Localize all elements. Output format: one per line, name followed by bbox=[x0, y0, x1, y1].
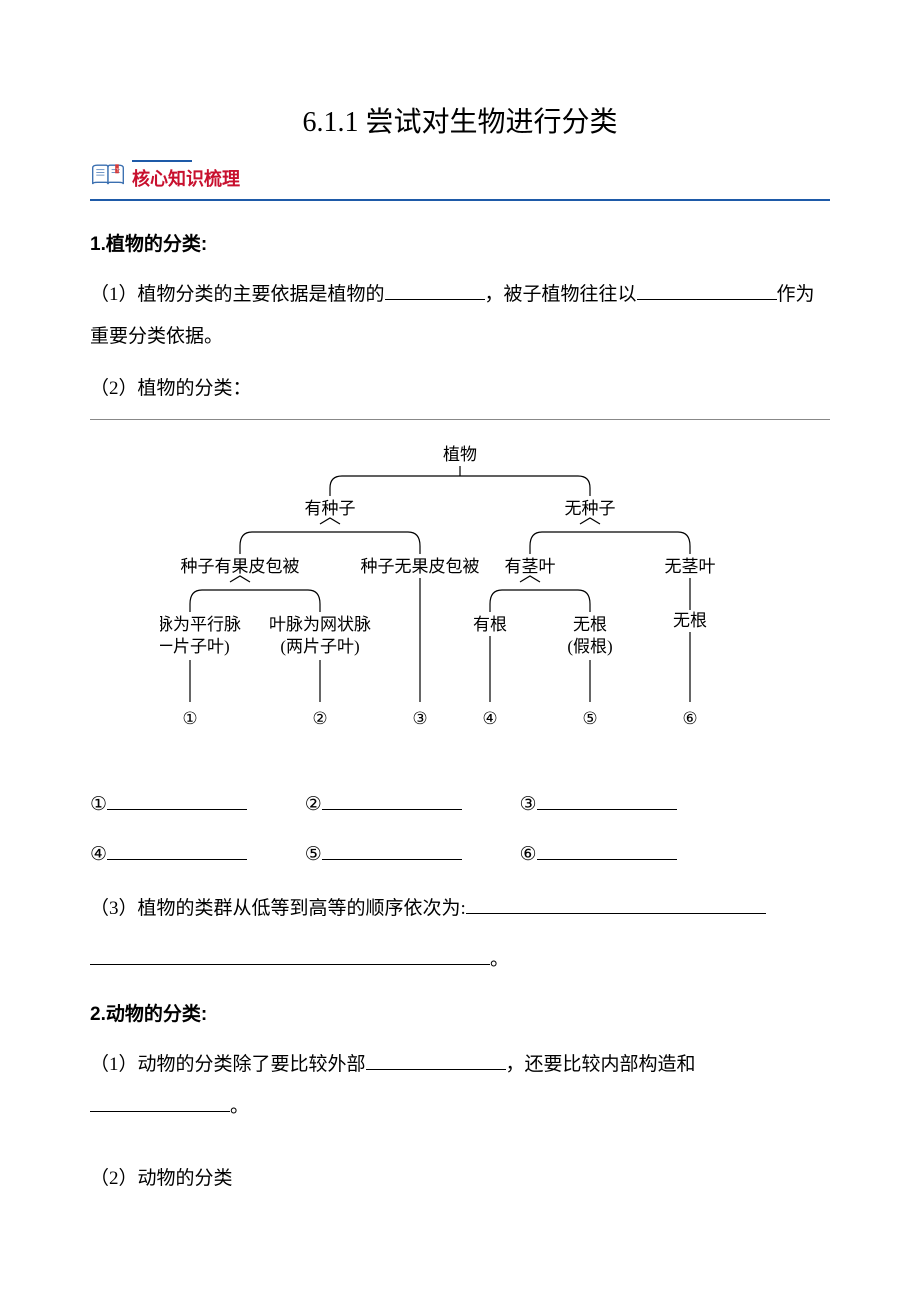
ans-1: ① bbox=[90, 782, 107, 828]
d-l3a: 叶脉为平行脉 bbox=[160, 615, 241, 634]
s2-p2: （2）动物的分类 bbox=[90, 1158, 830, 1200]
plant-diagram: .dt { font-family: "SimSun", serif; font… bbox=[90, 419, 830, 762]
plant-tree-svg: .dt { font-family: "SimSun", serif; font… bbox=[160, 442, 760, 762]
d-n2: ② bbox=[312, 709, 327, 728]
s1-p2: （2）植物的分类： bbox=[90, 368, 830, 410]
d-l2b: 种子无果皮包被 bbox=[361, 557, 480, 576]
s1-p1-a: （1）植物分类的主要依据是植物的 bbox=[90, 284, 385, 305]
d-l3a2: (一片子叶) bbox=[160, 637, 230, 656]
d-l1a: 有种子 bbox=[305, 499, 356, 518]
d-n1: ① bbox=[182, 709, 197, 728]
s1-p1-b: ，被子植物往往以 bbox=[485, 284, 637, 305]
d-l3d: 无根 bbox=[573, 615, 607, 634]
blank bbox=[107, 791, 247, 810]
blank bbox=[322, 791, 462, 810]
blank bbox=[322, 841, 462, 860]
blank bbox=[90, 1093, 230, 1112]
d-l2d: 无茎叶 bbox=[665, 557, 716, 576]
d-n4: ④ bbox=[482, 709, 497, 728]
section-underline bbox=[90, 199, 830, 201]
blank bbox=[90, 964, 490, 965]
s1-p1: （1）植物分类的主要依据是植物的，被子植物往往以作为重要分类依据。 bbox=[90, 274, 830, 358]
s1-p3-b: 。 bbox=[490, 949, 509, 970]
d-l2c: 有茎叶 bbox=[505, 557, 556, 576]
ans-4: ④ bbox=[90, 832, 107, 878]
d-n6: ⑥ bbox=[682, 709, 697, 728]
blank bbox=[637, 281, 777, 300]
d-l3b: 叶脉为网状脉 bbox=[269, 615, 371, 634]
book-icon: ? bbox=[90, 162, 126, 190]
s2-p1-a: （1）动物的分类除了要比较外部 bbox=[90, 1054, 366, 1075]
d-n5: ⑤ bbox=[582, 709, 597, 728]
ans-6: ⑥ bbox=[520, 832, 537, 878]
d-root: 植物 bbox=[443, 445, 477, 464]
ans-5: ⑤ bbox=[305, 832, 322, 878]
s1-heading: 1.植物的分类: bbox=[90, 229, 830, 256]
blank bbox=[466, 913, 766, 914]
page-title: 6.1.1 尝试对生物进行分类 bbox=[90, 100, 830, 140]
s2-p1: （1）动物的分类除了要比较外部 ，还要比较内部构造和。 bbox=[90, 1044, 830, 1128]
d-l2a: 种子有果皮包被 bbox=[181, 557, 300, 576]
answers-row-2: ④ ⑤ ⑥ bbox=[90, 832, 830, 878]
d-l3e: 无根 bbox=[673, 611, 707, 630]
s1-p3: （3）植物的类群从低等到高等的顺序依次为: bbox=[90, 888, 830, 930]
blank bbox=[366, 1051, 506, 1070]
d-l3d2: (假根) bbox=[567, 637, 612, 656]
s2-p1-c: 。 bbox=[230, 1096, 249, 1117]
blank bbox=[537, 791, 677, 810]
ans-2: ② bbox=[305, 782, 322, 828]
s2-heading: 2.动物的分类: bbox=[90, 999, 830, 1026]
answers-row-1: ① ② ③ bbox=[90, 782, 830, 828]
blank bbox=[107, 841, 247, 860]
d-l3c: 有根 bbox=[473, 615, 507, 634]
s1-p3-a: （3）植物的类群从低等到高等的顺序依次为: bbox=[90, 898, 466, 919]
s2-p1-b: ，还要比较内部构造和 bbox=[506, 1054, 696, 1075]
d-l3b2: (两片子叶) bbox=[280, 637, 359, 656]
d-n3: ③ bbox=[412, 709, 427, 728]
blank bbox=[385, 281, 485, 300]
section-header: ? 核心知识梳理 bbox=[90, 160, 830, 191]
ans-3: ③ bbox=[520, 782, 537, 828]
s1-p3-cont: 。 bbox=[90, 939, 830, 981]
d-l1b: 无种子 bbox=[565, 499, 616, 518]
blank bbox=[537, 841, 677, 860]
section-label: 核心知识梳理 bbox=[132, 169, 240, 189]
